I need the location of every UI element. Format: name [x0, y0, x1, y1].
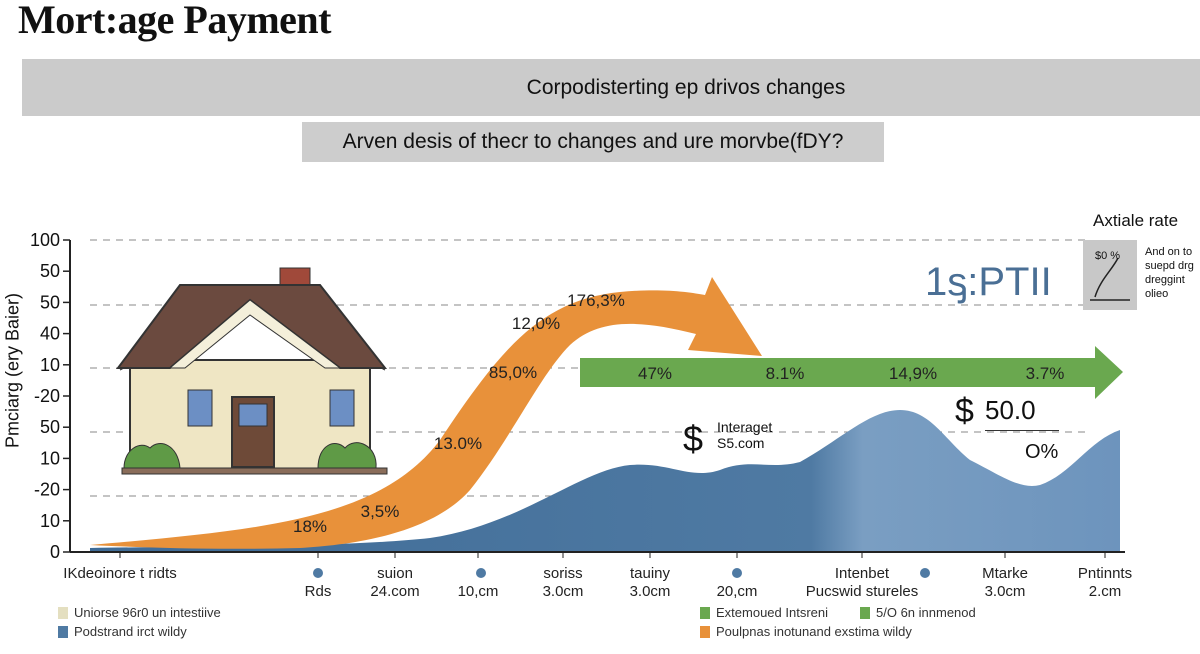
- rate-icon: [1083, 240, 1137, 310]
- legend-swatch: [860, 606, 870, 619]
- orange-arrow-label: 3,5%: [361, 502, 400, 521]
- page-title: Mort:age Payment: [18, 0, 331, 42]
- x-label-bottom: 3.0cm: [630, 583, 671, 600]
- orange-arrow-label: 13.0%: [434, 434, 482, 453]
- legend-label: Podstrand irct wildy: [74, 624, 187, 639]
- orange-arrow-label: 85,0%: [489, 363, 537, 382]
- interest-line2: S5.com: [717, 435, 765, 451]
- y-tick-label: 40: [40, 324, 60, 344]
- x-label-top: soriss: [543, 565, 582, 582]
- x-label-bottom: 24.com: [370, 583, 419, 600]
- side-icon-text: $0 %: [1095, 250, 1121, 262]
- legend-swatch: [58, 625, 68, 638]
- x-marker-dot: [920, 568, 930, 578]
- house-illustration: [116, 267, 388, 475]
- side-text: And on to suepd drg dreggint olieo: [1145, 245, 1194, 301]
- y-tick-label: 50: [40, 417, 60, 437]
- legend-swatch: [700, 606, 710, 619]
- y-tick-label: 100: [30, 230, 60, 250]
- y-tick-label: 50: [40, 261, 60, 281]
- x-label-top: Mtarke: [982, 565, 1028, 582]
- orange-arrow-series: [90, 277, 762, 549]
- x-label-top: suion: [377, 565, 413, 582]
- y-axis-label: Pmciarg (ery Baier): [2, 292, 23, 449]
- big-label: 1ᶊ:PTII: [925, 260, 1052, 304]
- green-arrow-label: 47%: [638, 364, 672, 383]
- interest-note: Interaget S5.com: [717, 419, 772, 451]
- x-label-top: tauiny: [630, 565, 671, 582]
- side-text-line: dreggint: [1145, 274, 1185, 286]
- x-label-bottom: Rds: [305, 583, 332, 600]
- x-label-top: Intenbet: [835, 565, 890, 582]
- zero-percent: O%: [1025, 441, 1059, 463]
- blue-area-series: [90, 410, 1120, 552]
- side-text-line: suepd drg: [1145, 260, 1194, 272]
- y-tick-label: -20: [34, 386, 60, 406]
- orange-arrow-label: 18%: [293, 517, 327, 536]
- amount-value: 50.0: [985, 395, 1059, 431]
- x-label-bottom: 3.0cm: [985, 583, 1026, 600]
- x-marker-dot: [732, 568, 742, 578]
- legend-label: Uniorse 96r0 un intestiive: [74, 605, 221, 620]
- legend-item: Poulpnas inotunand exstima wildy: [700, 624, 912, 639]
- interest-line1: Interaget: [717, 419, 773, 435]
- green-arrow-label: 3.7%: [1026, 364, 1065, 383]
- x-label-top: IKdeoinore t ridts: [63, 565, 176, 582]
- legend-item: 5/O 6n innmenod: [860, 605, 976, 620]
- y-tick-label: -20: [34, 480, 60, 500]
- y-tick-label: 0: [50, 542, 60, 562]
- orange-arrow-label: 12,0%: [512, 314, 560, 333]
- banner-primary: Corpodisterting ep drivos changes: [22, 59, 1200, 116]
- legend-item: Extemoued Intsreni: [700, 605, 828, 620]
- side-title: Axtiale rate: [1093, 211, 1179, 230]
- x-label-bottom: 10,cm: [458, 583, 499, 600]
- green-arrow-series: [580, 346, 1123, 399]
- legend-label: Poulpnas inotunand exstima wildy: [716, 624, 912, 639]
- x-marker-dot: [313, 568, 323, 578]
- orange-arrow-label: 176,3%: [567, 291, 625, 310]
- y-tick-label: 10: [40, 355, 60, 375]
- x-label-bottom: 2.cm: [1089, 583, 1122, 600]
- legend-label: Extemoued Intsreni: [716, 605, 829, 620]
- y-tick-label: 50: [40, 292, 60, 312]
- legend-item: Uniorse 96r0 un intestiive: [58, 605, 221, 620]
- y-tick-label: 10: [40, 448, 60, 468]
- green-arrow-label: 14,9%: [889, 364, 937, 383]
- banner-secondary: Arven desis of thecr to changes and ure …: [302, 122, 884, 162]
- side-text-line: And on to: [1145, 246, 1193, 258]
- y-tick-label: 10: [40, 511, 60, 531]
- x-label-top: Pntinnts: [1078, 565, 1132, 582]
- legend-item: Podstrand irct wildy: [58, 624, 187, 639]
- legend-label: 5/O 6n innmenod: [876, 605, 976, 620]
- x-label-bottom: Pucswid stureles: [806, 583, 919, 600]
- legend-swatch: [58, 606, 68, 619]
- side-text-line: olieo: [1145, 288, 1169, 300]
- dollar-amount-icon: $: [955, 392, 974, 430]
- x-label-bottom: 3.0cm: [543, 583, 584, 600]
- green-arrow-label: 8.1%: [766, 364, 805, 383]
- dollar-icon: $: [683, 418, 704, 459]
- x-label-bottom: 20,cm: [717, 583, 758, 600]
- rate-chart-icon: [1090, 257, 1130, 301]
- legend-swatch: [700, 625, 710, 638]
- x-marker-dot: [476, 568, 486, 578]
